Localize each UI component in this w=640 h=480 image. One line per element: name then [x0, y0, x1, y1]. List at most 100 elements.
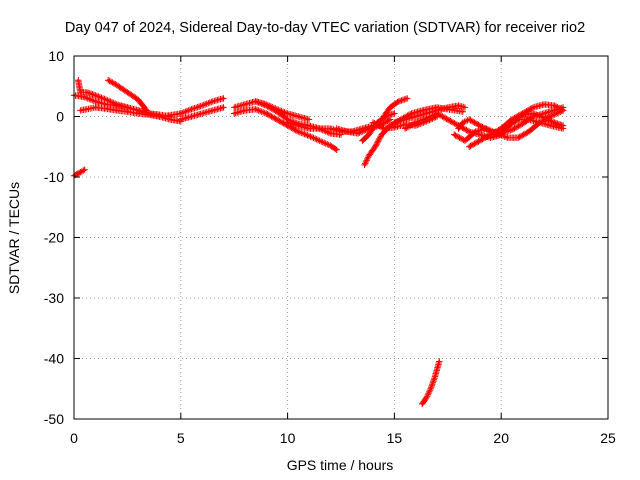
data-point [77, 79, 80, 82]
data-point [307, 118, 311, 121]
data-point [265, 103, 268, 106]
data-point [478, 133, 482, 136]
data-point [521, 122, 524, 125]
series-arc-04 [105, 77, 150, 114]
data-point [532, 106, 535, 109]
data-point [318, 139, 321, 142]
data-point [94, 106, 97, 109]
data-point [446, 106, 449, 109]
series-arc-05 [70, 166, 88, 179]
data-point [275, 108, 279, 111]
data-point [297, 130, 300, 133]
series-arc-07 [177, 104, 227, 123]
data-point [329, 132, 332, 135]
data-point [361, 139, 364, 142]
data-point [527, 118, 531, 121]
data-point [190, 115, 193, 118]
data-point [453, 133, 456, 136]
data-point [179, 112, 182, 115]
data-point [371, 121, 375, 124]
data-point [457, 104, 460, 107]
data-point [85, 108, 89, 111]
data-point [461, 121, 464, 124]
y-tick-label: -50 [44, 411, 64, 427]
data-point [382, 127, 385, 130]
data-point [393, 121, 396, 124]
data-point [373, 145, 377, 148]
data-point [425, 396, 428, 400]
series-arc-24 [419, 358, 443, 408]
x-tick-label: 25 [600, 430, 616, 446]
data-point [446, 118, 449, 121]
data-point [382, 115, 385, 118]
y-tick-label: -40 [44, 351, 64, 367]
data-point [329, 144, 332, 147]
x-axis-label: GPS time / hours [287, 457, 394, 473]
data-point [254, 100, 257, 103]
data-point [233, 112, 236, 115]
data-point [79, 91, 82, 94]
series-arc-23 [504, 116, 567, 132]
data-point [297, 124, 300, 127]
data-point [94, 100, 97, 103]
data-point [307, 134, 311, 138]
data-point [489, 136, 492, 139]
data-point [126, 106, 129, 109]
data-point [136, 98, 140, 101]
data-point [286, 112, 289, 115]
data-point [265, 112, 268, 115]
data-point [104, 98, 108, 101]
data-point [233, 106, 236, 109]
x-tick-label: 15 [387, 430, 403, 446]
data-point [542, 112, 546, 115]
data-point [145, 109, 148, 112]
data-point [318, 127, 321, 130]
data-point [367, 133, 370, 136]
data-point [346, 130, 349, 133]
data-point [561, 127, 565, 130]
data-point [79, 170, 82, 174]
data-series [70, 77, 567, 408]
y-tick-label: -10 [44, 169, 64, 185]
data-point [420, 402, 424, 406]
data-point [393, 112, 396, 115]
data-point [414, 121, 417, 124]
y-tick-label: 0 [56, 109, 64, 125]
data-point [363, 163, 366, 167]
y-tick-label: 10 [48, 48, 64, 64]
data-point [420, 109, 424, 112]
data-point [414, 115, 417, 118]
data-point [200, 112, 204, 115]
data-point [222, 106, 225, 109]
x-tick-label: 5 [177, 430, 185, 446]
data-point [506, 136, 509, 139]
data-point [403, 118, 407, 121]
data-point [478, 124, 482, 127]
series-markers [361, 104, 466, 169]
data-point [467, 145, 471, 148]
data-point [467, 130, 471, 133]
data-point [275, 118, 279, 121]
data-point [463, 106, 467, 109]
data-point [467, 118, 471, 121]
data-point [115, 109, 118, 112]
data-point [297, 115, 300, 118]
data-point [106, 79, 110, 82]
data-point [254, 108, 257, 111]
data-point [517, 118, 520, 121]
data-point [425, 112, 428, 115]
data-point [406, 97, 409, 100]
data-point [510, 128, 514, 132]
data-point [329, 127, 332, 130]
data-point [388, 106, 392, 109]
data-point [367, 154, 370, 158]
y-axis-label: SDTVAR / TECUs [6, 182, 22, 294]
data-point [403, 127, 407, 130]
y-tick-label: -20 [44, 230, 64, 246]
data-point [83, 168, 86, 171]
data-point [380, 133, 383, 136]
data-point [307, 127, 311, 130]
data-point [521, 114, 524, 117]
data-point [286, 121, 289, 124]
